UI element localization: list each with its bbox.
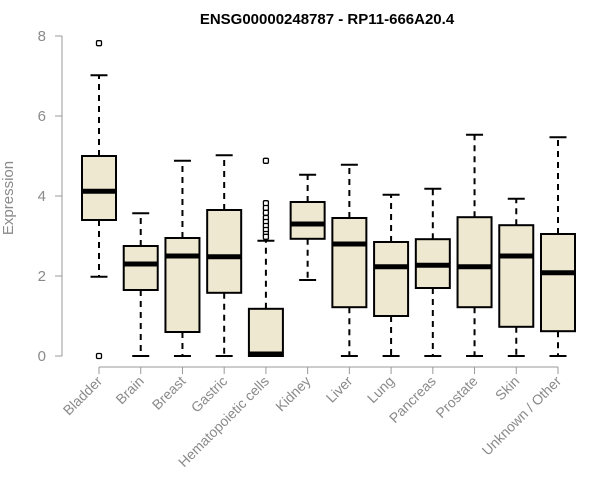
y-axis: 0 2 4 6 8 xyxy=(38,28,63,365)
y-axis-label: Expression xyxy=(0,161,17,235)
box-group xyxy=(414,187,451,357)
outlier-point xyxy=(262,209,270,216)
box-group xyxy=(498,197,535,357)
outlier-point xyxy=(95,40,103,47)
box-iqr xyxy=(498,224,535,328)
box-group xyxy=(289,173,326,281)
x-tick-label: Brain xyxy=(112,373,146,407)
y-tick-label: 0 xyxy=(38,348,46,365)
box-group xyxy=(81,40,117,360)
box-group xyxy=(164,159,201,357)
box-group xyxy=(456,133,493,357)
y-tick-label: 8 xyxy=(38,28,46,45)
x-tick-label: Skin xyxy=(492,373,523,404)
x-tick-label: Breast xyxy=(149,373,189,413)
box-group xyxy=(247,157,284,357)
box-group xyxy=(122,212,159,357)
box-iqr xyxy=(289,201,326,240)
outlier-point xyxy=(262,233,270,240)
box-iqr xyxy=(164,237,201,333)
box-iqr xyxy=(247,307,284,357)
box-group xyxy=(331,163,368,357)
box-iqr xyxy=(81,155,117,221)
box-iqr xyxy=(540,233,576,333)
y-tick-label: 2 xyxy=(38,268,46,285)
x-tick-label: Bladder xyxy=(60,373,106,419)
outlier-point xyxy=(262,157,270,164)
x-tick-label: Lung xyxy=(364,373,397,406)
y-tick-label: 4 xyxy=(38,188,46,205)
box-iqr xyxy=(331,217,368,309)
box-group xyxy=(206,154,243,357)
box-iqr xyxy=(373,241,410,317)
box-iqr xyxy=(122,245,159,291)
y-tick-label: 6 xyxy=(38,108,46,125)
box-group xyxy=(540,136,576,357)
chart-title: ENSG00000248787 - RP11-666A20.4 xyxy=(200,11,455,28)
outlier-point xyxy=(95,352,103,360)
box-group xyxy=(373,193,410,357)
box-iqr xyxy=(206,209,243,294)
x-tick-label: Prostate xyxy=(432,373,480,421)
boxes-layer xyxy=(81,40,576,360)
box-iqr xyxy=(456,216,493,309)
x-tick-label: Liver xyxy=(323,373,356,406)
x-tick-label: Unknown / Other xyxy=(479,373,565,459)
x-tick-label: Kidney xyxy=(272,373,314,415)
